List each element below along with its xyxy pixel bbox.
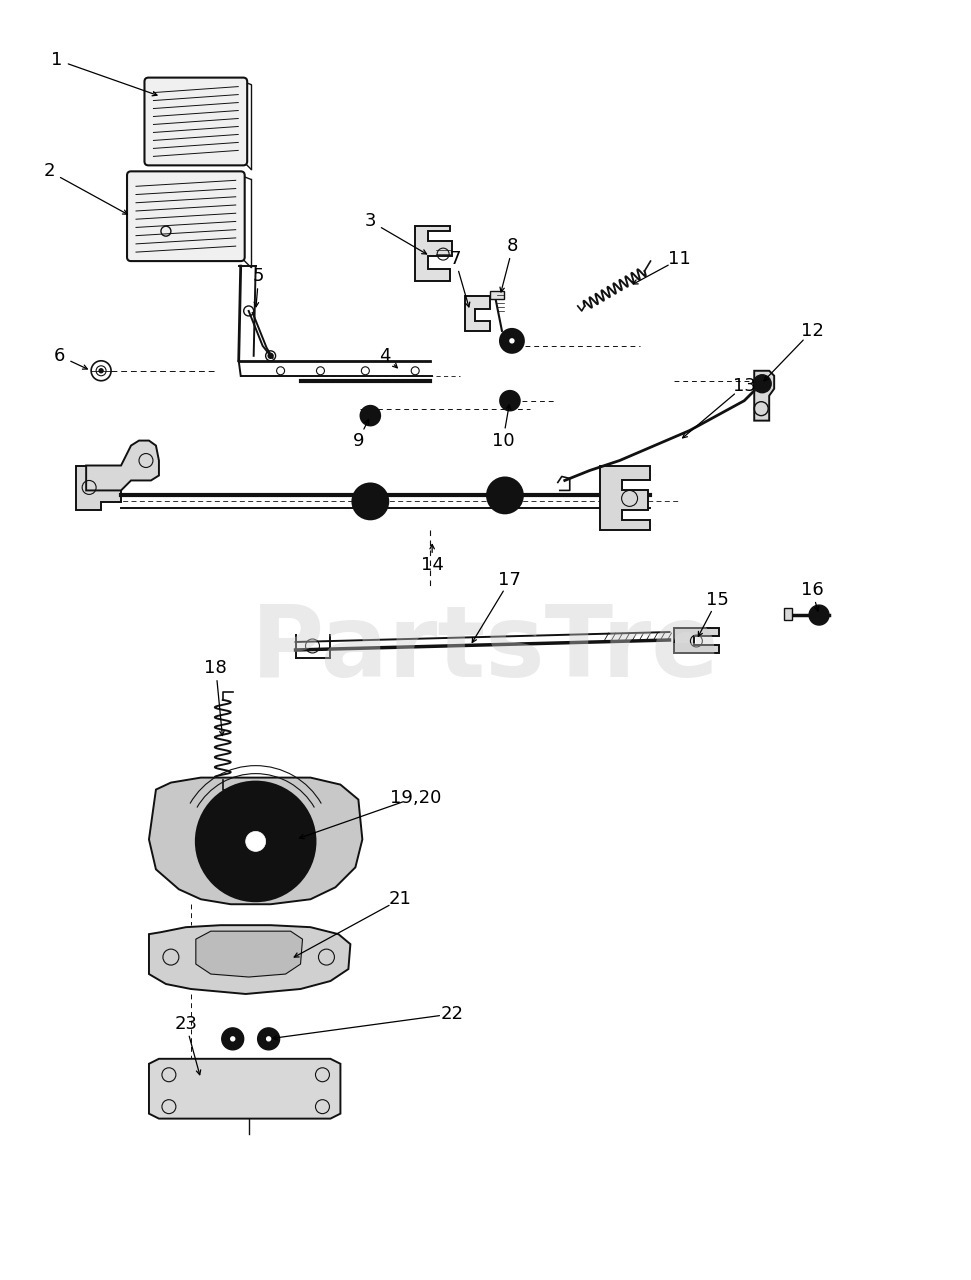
Circle shape — [506, 397, 514, 404]
Circle shape — [510, 339, 514, 343]
Text: PartsTre: PartsTre — [251, 602, 720, 699]
Circle shape — [268, 353, 273, 358]
Circle shape — [228, 859, 238, 869]
Text: 4: 4 — [380, 347, 391, 365]
Circle shape — [273, 814, 284, 824]
Circle shape — [267, 1037, 271, 1041]
Text: 3: 3 — [364, 212, 376, 230]
Text: 5: 5 — [252, 268, 264, 285]
Text: 13: 13 — [733, 376, 755, 394]
Polygon shape — [149, 925, 351, 995]
Text: 7: 7 — [450, 250, 461, 268]
Bar — [785, 608, 792, 620]
Circle shape — [352, 484, 388, 520]
Polygon shape — [76, 466, 121, 511]
Polygon shape — [196, 931, 303, 977]
Polygon shape — [149, 778, 362, 904]
Polygon shape — [600, 466, 650, 530]
Circle shape — [234, 819, 278, 863]
FancyBboxPatch shape — [127, 172, 245, 261]
Polygon shape — [149, 1059, 341, 1119]
Circle shape — [809, 605, 829, 625]
Text: 16: 16 — [801, 581, 823, 599]
Text: 9: 9 — [352, 431, 364, 449]
Text: 11: 11 — [668, 250, 690, 268]
Circle shape — [366, 412, 374, 420]
Circle shape — [507, 335, 517, 346]
Circle shape — [99, 369, 103, 372]
Bar — [490, 291, 504, 300]
Text: 23: 23 — [175, 1015, 197, 1033]
Polygon shape — [754, 371, 774, 421]
Text: 14: 14 — [420, 557, 444, 575]
Text: 8: 8 — [507, 237, 519, 255]
Circle shape — [273, 859, 284, 869]
Text: 2: 2 — [44, 163, 55, 180]
Text: 17: 17 — [498, 571, 521, 589]
Circle shape — [246, 832, 266, 851]
Circle shape — [228, 814, 238, 824]
Text: 12: 12 — [801, 321, 823, 340]
Circle shape — [228, 1034, 238, 1044]
Circle shape — [214, 800, 297, 883]
Circle shape — [753, 375, 771, 393]
Circle shape — [221, 1028, 244, 1050]
Circle shape — [264, 1034, 274, 1044]
Text: 15: 15 — [706, 591, 729, 609]
Text: 10: 10 — [491, 431, 515, 449]
Polygon shape — [86, 440, 159, 490]
Text: 18: 18 — [205, 659, 227, 677]
Text: 22: 22 — [441, 1005, 463, 1023]
Circle shape — [257, 1028, 280, 1050]
Text: 21: 21 — [388, 891, 412, 909]
Polygon shape — [465, 296, 490, 332]
Polygon shape — [416, 227, 452, 282]
Text: 19,20: 19,20 — [389, 788, 441, 806]
Text: 6: 6 — [53, 347, 65, 365]
Circle shape — [487, 477, 523, 513]
Circle shape — [500, 390, 519, 411]
FancyBboxPatch shape — [145, 78, 248, 165]
Circle shape — [360, 406, 381, 426]
Circle shape — [500, 329, 524, 353]
Text: 1: 1 — [50, 51, 62, 69]
Circle shape — [196, 782, 316, 901]
Circle shape — [231, 1037, 235, 1041]
Polygon shape — [675, 628, 720, 653]
